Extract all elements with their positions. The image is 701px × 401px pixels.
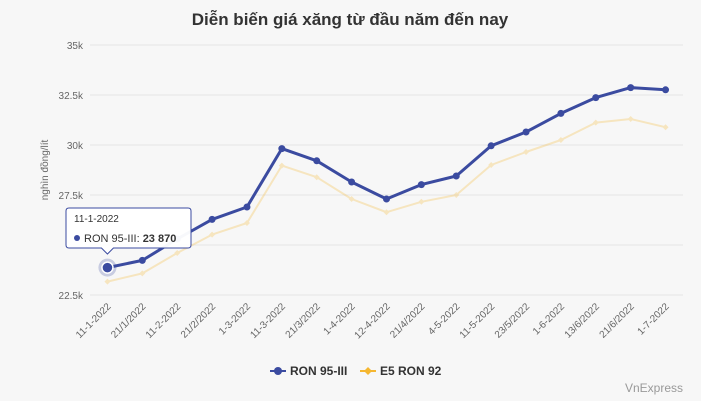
data-point[interactable] <box>348 196 355 202</box>
data-point[interactable] <box>174 250 181 256</box>
y-tick-label: 30k <box>67 141 84 152</box>
data-point[interactable] <box>662 124 669 131</box>
data-point[interactable] <box>278 162 285 169</box>
legend-label: RON 95-III <box>290 364 347 378</box>
tooltip-series-marker <box>74 235 80 241</box>
data-point[interactable] <box>418 198 425 205</box>
data-point[interactable] <box>627 116 634 122</box>
data-point[interactable] <box>383 209 390 216</box>
x-tick-label: 12-4-2022 <box>353 301 393 341</box>
x-tick-label: 21/4/2022 <box>388 301 428 341</box>
y-axis-ticks: 22.5k 27.5k 30k 32.5k 35k <box>59 41 84 302</box>
x-tick-label: 21/1/2022 <box>109 301 149 341</box>
series-lines <box>103 84 670 285</box>
y-tick-label: 27.5k <box>59 191 84 202</box>
data-point[interactable] <box>383 195 390 203</box>
x-tick-label: 11-2-2022 <box>144 301 184 341</box>
series-1 <box>104 116 669 285</box>
x-tick-label: 1-4-2022 <box>322 301 358 337</box>
x-tick-label: 13/6/2022 <box>563 301 603 341</box>
series-line <box>106 118 667 283</box>
x-tick-label: 11-5-2022 <box>458 301 498 341</box>
tooltip-series-label: RON 95-III: <box>84 233 143 245</box>
legend-item[interactable]: E5 RON 92 <box>360 364 442 378</box>
y-axis-label: nghìn đồng/lít <box>39 139 51 200</box>
tooltip-date: 11-1-2022 <box>74 214 119 225</box>
chart-title: Diễn biến giá xăng từ đầu năm đến nay <box>192 10 509 29</box>
legend-marker <box>364 367 372 375</box>
x-tick-label: 11-3-2022 <box>248 301 288 341</box>
data-point[interactable] <box>453 192 460 198</box>
y-tick-label: 32.5k <box>59 91 84 102</box>
data-point[interactable] <box>522 128 530 136</box>
data-point[interactable] <box>417 181 425 189</box>
data-point[interactable] <box>487 142 495 150</box>
data-point[interactable] <box>278 145 286 153</box>
x-axis-ticks: 11-1-202221/1/202211-2-202221/2/20221-3-… <box>74 301 672 341</box>
legend-marker <box>274 367 282 375</box>
gridlines <box>90 44 683 296</box>
data-point[interactable] <box>592 119 599 126</box>
data-point[interactable] <box>243 220 250 226</box>
y-tick-label: 35k <box>67 41 84 52</box>
tooltip-box <box>65 207 192 255</box>
legend-item[interactable]: RON 95-III <box>270 364 347 378</box>
tooltip: 11-1-2022 RON 95-III: 23 870 <box>65 207 192 277</box>
data-point[interactable] <box>313 174 320 181</box>
credits-label[interactable]: VnExpress <box>625 381 683 395</box>
data-point[interactable] <box>208 215 216 223</box>
y-tick-label: 22.5k <box>59 291 84 302</box>
data-point[interactable] <box>592 94 600 102</box>
x-tick-label: 23/5/2022 <box>493 301 533 341</box>
data-point[interactable] <box>557 109 565 117</box>
legend-label: E5 RON 92 <box>380 364 442 378</box>
data-point[interactable] <box>243 203 251 211</box>
data-point[interactable] <box>557 137 564 143</box>
legend[interactable]: RON 95-III E5 RON 92 <box>270 364 442 378</box>
x-tick-label: 4-5-2022 <box>426 301 462 337</box>
data-point[interactable] <box>139 270 146 277</box>
data-point[interactable] <box>209 231 216 238</box>
x-tick-label: 11-1-2022 <box>74 301 114 341</box>
data-point[interactable] <box>313 157 321 165</box>
tooltip-value: 23 870 <box>143 233 177 245</box>
x-tick-label: 21/3/2022 <box>284 301 324 341</box>
data-point[interactable] <box>138 256 146 264</box>
data-point[interactable] <box>627 84 635 92</box>
hover-point[interactable] <box>101 261 114 274</box>
x-tick-label: 21/6/2022 <box>598 301 638 341</box>
data-point[interactable] <box>662 86 670 94</box>
x-tick-label: 1-7-2022 <box>636 301 672 337</box>
data-point[interactable] <box>348 178 356 186</box>
tooltip-text: RON 95-III: 23 870 <box>84 233 176 245</box>
data-point[interactable] <box>523 149 530 155</box>
data-point[interactable] <box>104 278 111 285</box>
data-point[interactable] <box>452 172 460 180</box>
data-point[interactable] <box>488 162 495 168</box>
x-tick-label: 1-3-2022 <box>217 301 253 337</box>
x-tick-label: 1-6-2022 <box>531 301 567 337</box>
x-tick-label: 21/2/2022 <box>179 301 219 341</box>
